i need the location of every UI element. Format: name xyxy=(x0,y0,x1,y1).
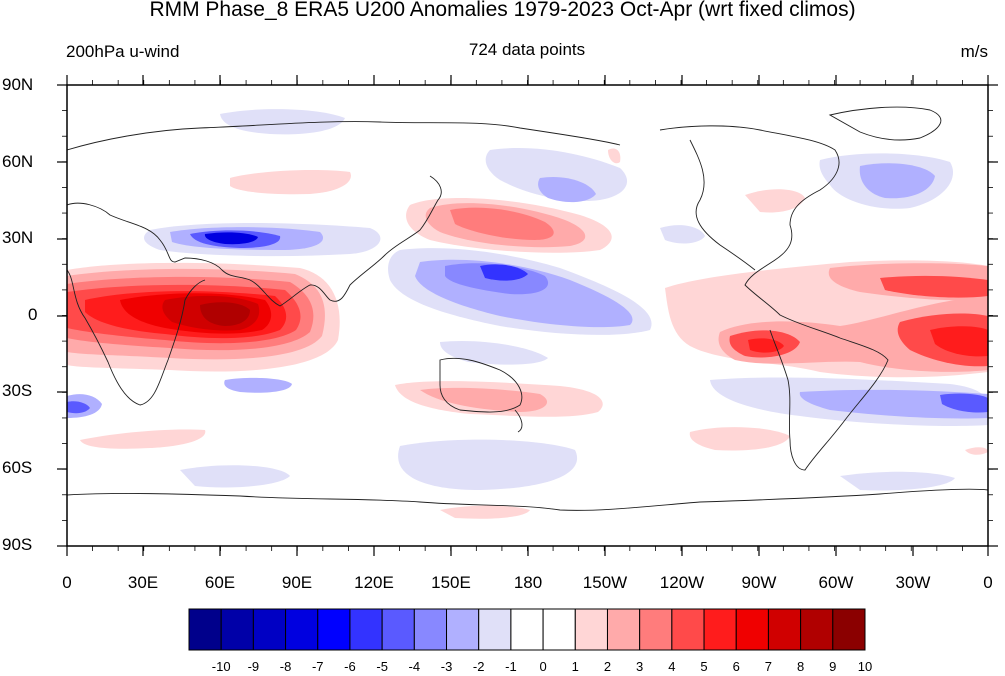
colorbar-tick-label: 7 xyxy=(764,659,773,674)
lon-label-0: 0 xyxy=(62,573,72,592)
negative-anomaly-south-atlantic-peak xyxy=(940,393,988,413)
minor-ticks xyxy=(62,80,993,551)
negative-anomaly-drake xyxy=(840,471,955,491)
colorbar-swatch xyxy=(800,608,834,651)
colorbar-swatch xyxy=(381,608,415,651)
negative-anomaly-indian-ocean-south xyxy=(224,377,292,393)
colorbar-tick-label: 8 xyxy=(796,659,805,674)
colorbar-swatch xyxy=(767,608,802,651)
colorbar-swatch xyxy=(606,608,641,651)
negative-anomaly-southern-ocean xyxy=(180,465,290,488)
lat-label-30s: 30S xyxy=(2,381,33,400)
anomaly-field xyxy=(67,85,988,546)
negative-anomaly-east-pacific xyxy=(660,225,705,244)
colorbar-tick-label: -4 xyxy=(408,659,421,674)
lon-label-90w: 90W xyxy=(741,573,777,592)
colorbar-tick-label: 9 xyxy=(829,659,837,674)
colorbar-tick-label: 0 xyxy=(539,659,547,674)
negative-anomaly-north-pacific-core xyxy=(538,176,596,203)
colorbar-tick-label: 1 xyxy=(571,659,579,674)
positive-anomaly-africa-indian-ocean xyxy=(67,262,340,372)
colorbar-swatch xyxy=(735,608,769,651)
colorbar-swatch xyxy=(446,608,480,651)
colorbar-tick-label: -3 xyxy=(440,659,453,674)
colorbar-swatch xyxy=(285,608,319,651)
lon-label-120w: 120W xyxy=(659,573,705,592)
lat-label-60s: 60S xyxy=(2,458,33,477)
lon-label-180: 180 xyxy=(513,573,543,592)
colorbar-swatch xyxy=(188,608,222,651)
colorbar xyxy=(188,608,866,651)
positive-anomaly-siberia xyxy=(230,170,351,195)
positive-anomaly-atlantic xyxy=(665,260,988,378)
colorbar-tick-label: -9 xyxy=(247,659,260,674)
lat-label-90s: 90S xyxy=(2,535,33,554)
negative-anomaly-south-africa-core xyxy=(67,401,90,414)
lon-label-30w: 30W xyxy=(895,573,931,592)
colorbar-swatch xyxy=(542,608,576,651)
lat-label-eq: 0 xyxy=(28,305,38,324)
negative-anomaly-north-atlantic-core xyxy=(859,163,935,199)
colorbar-tick-label: -5 xyxy=(376,659,388,674)
coastlines xyxy=(67,106,988,511)
map-title: RMM Phase_8 ERA5 U200 Anomalies 1979-202… xyxy=(149,0,856,21)
colorbar-tick-label: -10 xyxy=(211,659,231,674)
colorbar-tick-label: -7 xyxy=(311,659,324,674)
colorbar-tick-label: 10 xyxy=(857,659,873,674)
colorbar-tick-label: -6 xyxy=(344,659,356,674)
positive-anomaly-bering xyxy=(608,148,621,164)
lon-label-60w: 60W xyxy=(818,573,854,592)
colorbar-tick-label: -1 xyxy=(505,659,517,674)
colorbar-swatch xyxy=(220,608,254,651)
variable-label: 200hPa u-wind xyxy=(66,42,180,61)
colorbar-swatch xyxy=(349,608,383,651)
lon-label-90e: 90E xyxy=(281,573,313,592)
lon-label-60e: 60E xyxy=(204,573,236,592)
colorbar-swatch xyxy=(317,608,351,651)
colorbar-swatch xyxy=(252,608,287,651)
positive-anomaly-southeast-pacific xyxy=(689,427,790,451)
lon-label-0-end: 0 xyxy=(983,573,993,592)
colorbar-swatch xyxy=(510,608,544,651)
positive-anomaly-antarctic xyxy=(440,505,530,519)
colorbar-tick-label: 6 xyxy=(732,659,740,674)
colorbar-tick-label: -2 xyxy=(472,659,485,674)
colorbar-swatch xyxy=(478,608,512,651)
units-label: m/s xyxy=(960,42,988,61)
colorbar-swatch xyxy=(413,608,448,651)
colorbar-swatch xyxy=(671,608,705,651)
colorbar-tick-label: 2 xyxy=(603,659,612,674)
colorbar-swatch xyxy=(639,608,673,651)
negative-anomaly-arctic xyxy=(220,109,345,135)
lon-label-150w: 150W xyxy=(582,573,628,592)
positive-anomaly-north-pacific xyxy=(406,197,612,253)
negative-anomaly-north-pacific-high xyxy=(485,148,628,202)
positive-anomaly-australia-core xyxy=(420,387,548,412)
negative-anomaly-subtropical-jet xyxy=(144,223,381,257)
positive-anomaly-edge xyxy=(965,447,988,455)
colorbar-swatch xyxy=(574,608,608,651)
lon-label-120e: 120E xyxy=(354,573,394,592)
lat-label-60n: 60N xyxy=(2,152,34,171)
colorbar-tick-label: 4 xyxy=(668,659,676,674)
colorbar-swatch xyxy=(703,608,737,651)
lon-label-150e: 150E xyxy=(431,573,471,592)
lon-label-30e: 30E xyxy=(127,573,159,592)
positive-anomaly-north-america xyxy=(745,189,805,213)
lat-label-90n: 90N xyxy=(2,75,34,94)
negative-anomaly-maritime xyxy=(440,340,548,365)
colorbar-tick-label: -8 xyxy=(279,659,292,674)
negative-anomaly-west-pacific xyxy=(388,248,652,335)
negative-anomaly-south-pacific-outer xyxy=(398,439,578,490)
data-points-label: 724 data points xyxy=(468,40,586,59)
colorbar-tick-label: 3 xyxy=(636,659,644,674)
lat-label-30n: 30N xyxy=(2,228,34,247)
colorbar-tick-label: 5 xyxy=(700,659,708,674)
colorbar-swatch xyxy=(832,608,866,651)
positive-anomaly-south-atlantic xyxy=(80,429,206,449)
